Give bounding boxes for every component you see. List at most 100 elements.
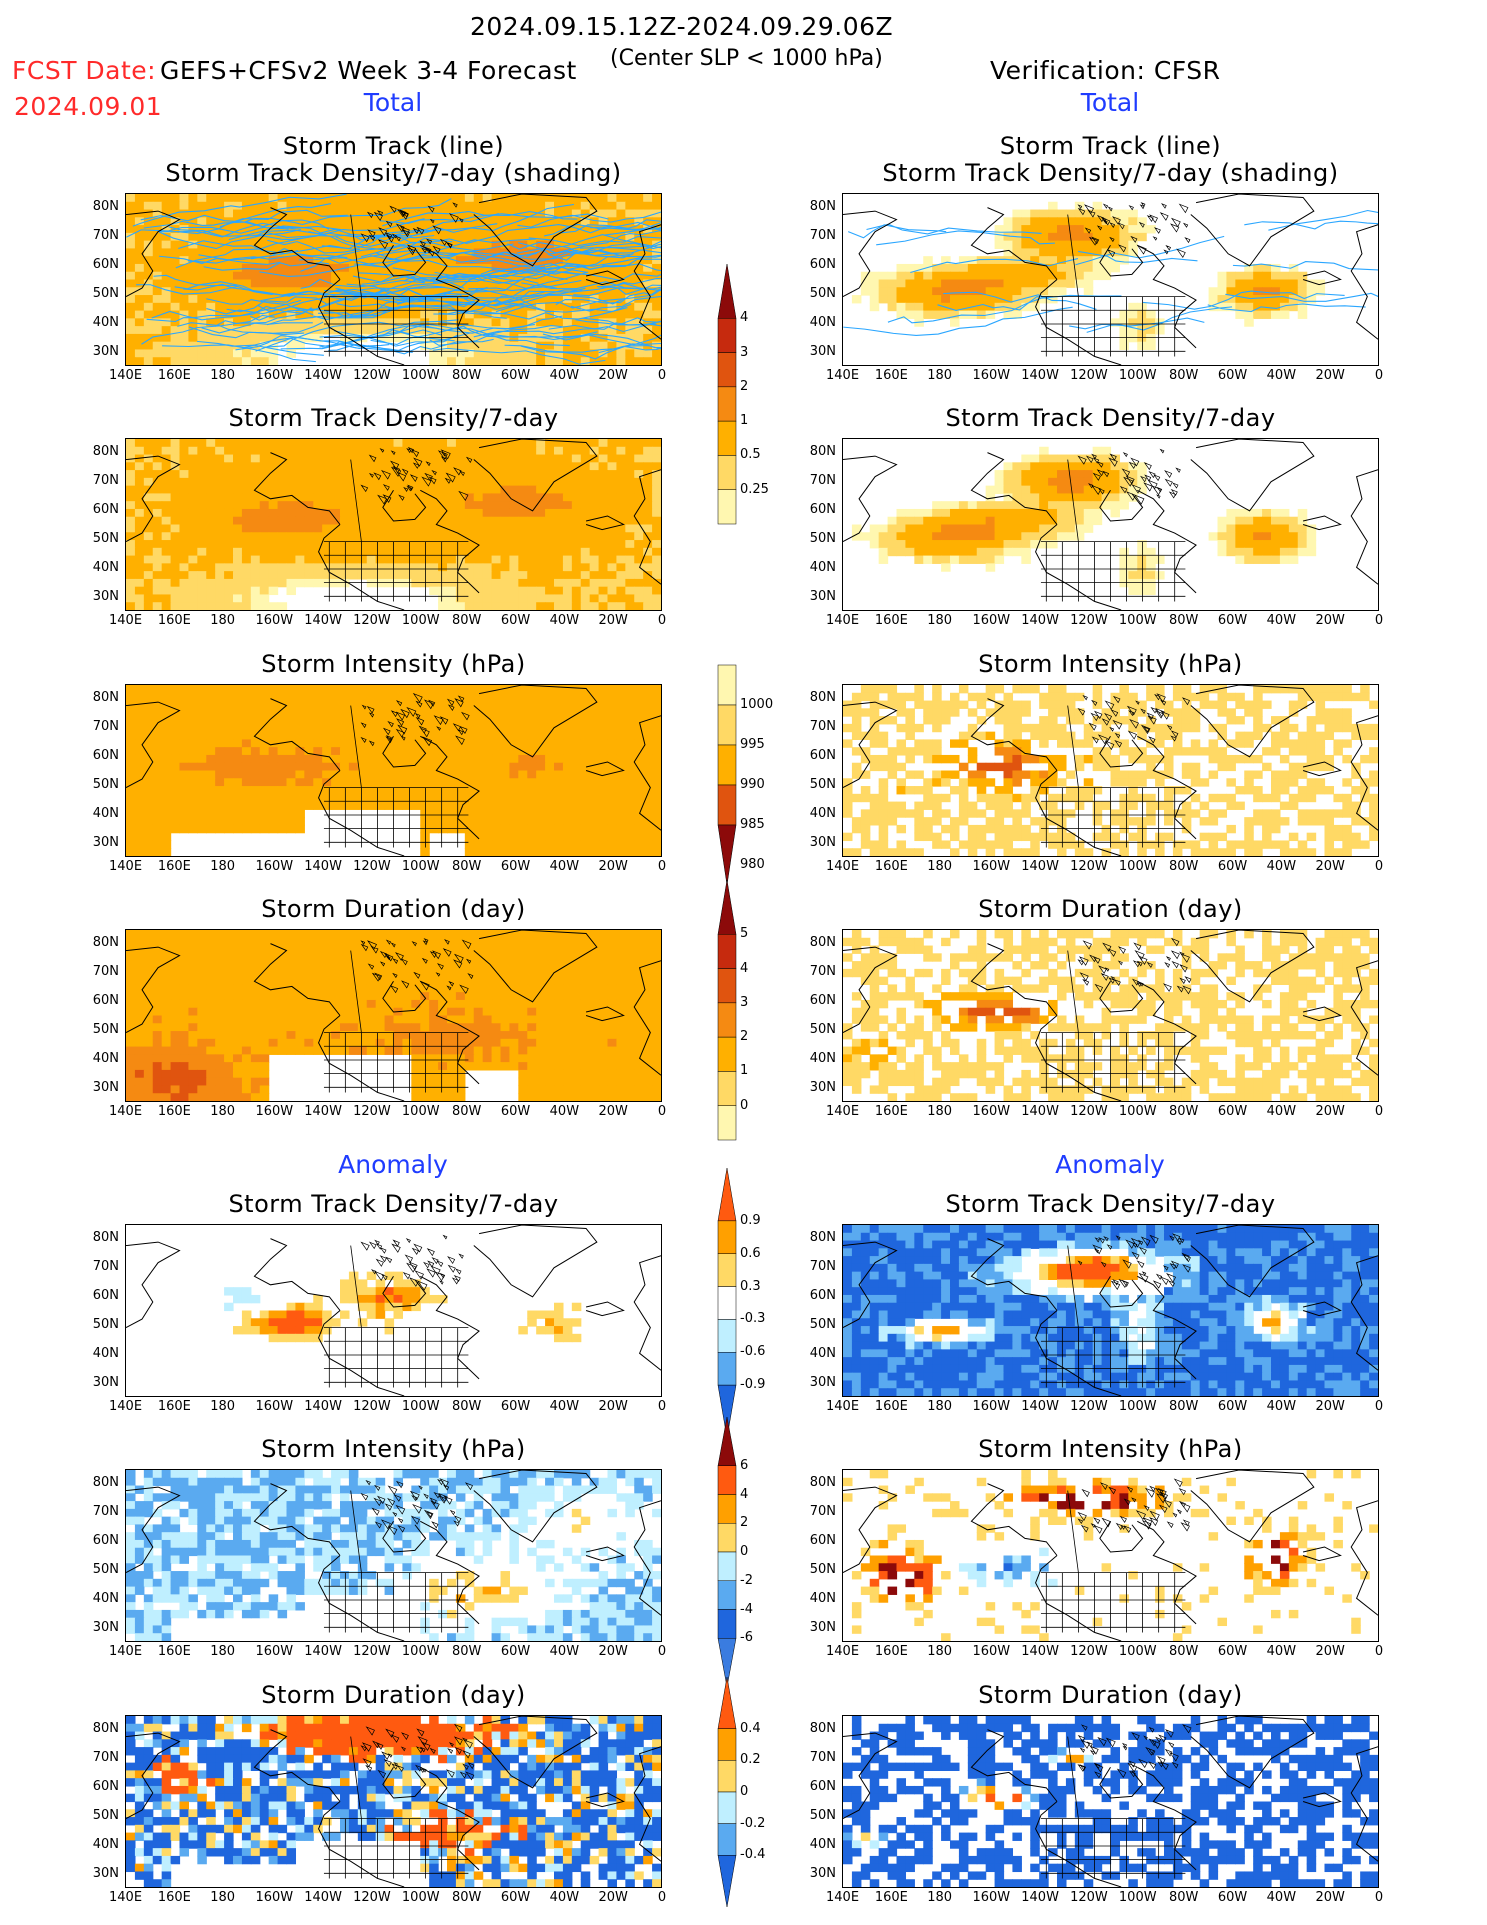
grid-cell	[1083, 524, 1094, 533]
grid-cell	[348, 692, 359, 702]
grid-cell	[1101, 225, 1112, 234]
grid-cell	[134, 295, 145, 304]
grid-cell	[455, 194, 466, 203]
grid-cell	[562, 349, 573, 358]
grid-cell	[958, 279, 969, 288]
grid-cell	[482, 302, 493, 312]
grid-cell	[438, 287, 448, 296]
grid-cell	[259, 778, 270, 787]
grid-cell	[518, 832, 528, 842]
grid-cell	[241, 232, 252, 242]
grid-cell	[206, 318, 216, 327]
grid-cell	[179, 532, 190, 541]
grid-cell	[607, 540, 618, 549]
grid-cell	[473, 692, 484, 702]
grid-cell	[268, 692, 279, 702]
grid-cell	[161, 295, 172, 304]
grid-cell	[1048, 454, 1058, 463]
grid-cell	[134, 232, 145, 242]
grid-cell	[250, 326, 261, 335]
grid-cell	[1235, 524, 1245, 533]
grid-cell	[509, 295, 519, 304]
grid-cell	[411, 685, 421, 694]
grid-cell	[1065, 462, 1076, 471]
storm-track-line	[177, 209, 348, 235]
grid-cell	[643, 809, 653, 818]
grid-cell	[366, 217, 377, 226]
grid-cell	[625, 786, 635, 795]
grid-cell	[589, 832, 600, 842]
grid-cell	[509, 578, 519, 588]
grid-cell	[545, 318, 555, 327]
grid-cell	[126, 563, 136, 572]
grid-cell	[233, 817, 243, 826]
grid-cell	[500, 232, 511, 242]
grid-cell	[580, 462, 591, 471]
grid-cell	[625, 295, 635, 304]
grid-cell	[402, 532, 412, 541]
grid-cell	[179, 462, 190, 471]
storm-track-line	[136, 284, 296, 296]
grid-cell	[277, 295, 288, 304]
grid-cell	[589, 571, 600, 580]
grid-cell	[259, 225, 270, 234]
grid-cell	[233, 716, 243, 725]
grid-cell	[464, 194, 475, 203]
grid-cell	[357, 708, 368, 717]
grid-cell	[1021, 524, 1031, 533]
grid-cell	[304, 793, 314, 803]
grid-cell	[215, 310, 225, 319]
grid-cell	[652, 578, 661, 588]
grid-cell	[348, 532, 359, 541]
grid-cell	[554, 201, 564, 211]
grid-cell	[304, 692, 314, 702]
grid-cell	[348, 700, 359, 709]
grid-cell	[1288, 532, 1299, 541]
grid-cell	[464, 508, 475, 518]
grid-cell	[1119, 310, 1129, 319]
grid-cell	[1065, 271, 1076, 281]
grid-cell	[941, 708, 951, 717]
grid-cell	[518, 731, 528, 740]
grid-cell	[134, 287, 145, 296]
grid-cell	[455, 310, 466, 319]
grid-cell	[134, 801, 145, 810]
grid-cell	[313, 225, 323, 234]
grid-cell	[429, 271, 439, 281]
grid-cell	[250, 256, 261, 265]
grid-cell	[652, 817, 661, 826]
grid-cell	[447, 801, 457, 810]
grid-cell	[322, 454, 332, 463]
grid-cell	[447, 578, 457, 588]
grid-cell	[1217, 524, 1228, 533]
grid-cell	[482, 708, 493, 717]
grid-cell	[616, 692, 626, 702]
grid-cell	[958, 700, 969, 709]
grid-cell	[500, 470, 511, 479]
grid-cell	[259, 809, 270, 818]
grid-cell	[1030, 685, 1040, 694]
grid-cell	[518, 446, 528, 456]
grid-cell	[233, 801, 243, 810]
grid-cell	[1021, 708, 1031, 717]
grid-cell	[170, 349, 181, 358]
grid-cell	[464, 708, 475, 717]
grid-cell	[1226, 532, 1236, 541]
grid-cell	[420, 341, 430, 351]
grid-cell	[143, 508, 154, 518]
grid-cell	[491, 318, 502, 327]
grid-cell	[161, 256, 172, 265]
lon-tick-label: 120W	[353, 368, 391, 383]
grid-cell	[491, 778, 502, 787]
grid-cell	[348, 470, 359, 479]
grid-cell	[429, 462, 439, 471]
grid-cell	[616, 547, 626, 557]
grid-cell	[447, 731, 457, 740]
grid-cell	[554, 762, 564, 772]
grid-cell	[545, 470, 555, 479]
grid-cell	[500, 485, 511, 494]
grid-cell	[224, 723, 234, 733]
grid-cell	[126, 824, 136, 834]
lon-tick-label: 40W	[549, 368, 580, 383]
grid-cell	[1155, 326, 1165, 335]
